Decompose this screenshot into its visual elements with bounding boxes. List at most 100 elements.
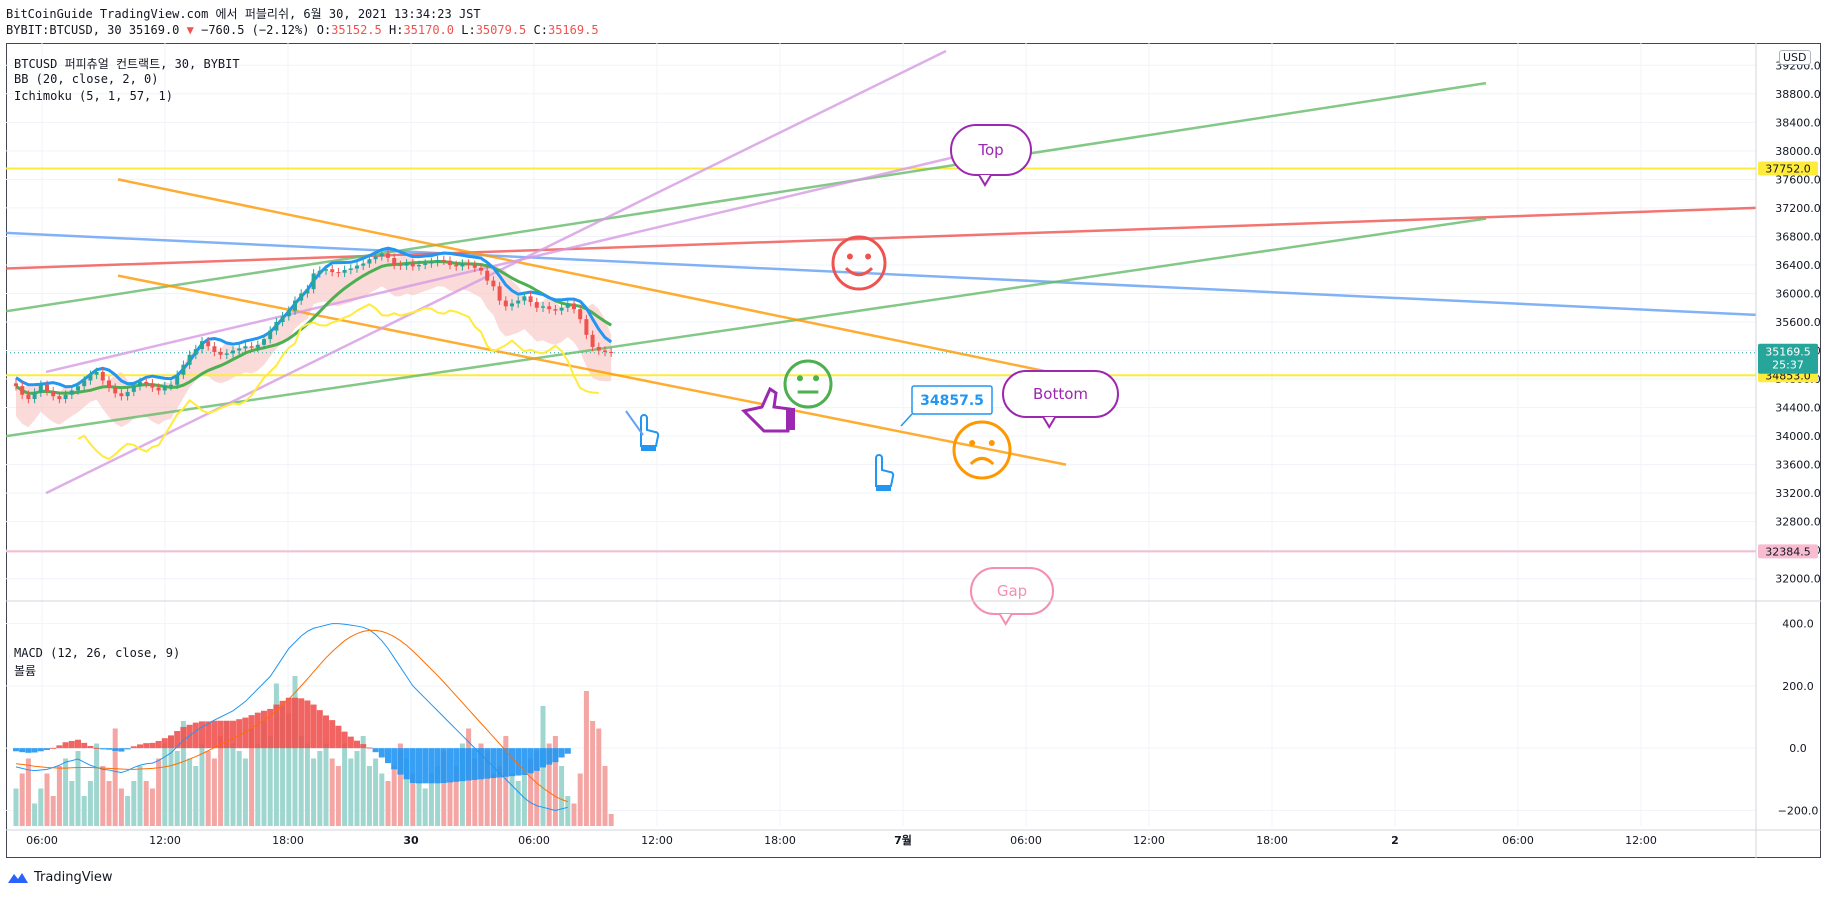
macd-histogram-bar	[447, 748, 453, 783]
candle-body	[181, 364, 186, 375]
time-tick-label: 06:00	[1010, 834, 1042, 847]
candle-body	[187, 354, 192, 365]
volume-bar	[583, 691, 589, 826]
volume-bar	[100, 766, 106, 826]
trend-line-red	[6, 206, 1757, 270]
volume-bar	[379, 773, 385, 826]
open-label: O:	[316, 23, 332, 37]
volume-bar	[13, 788, 19, 826]
last-price-text: 35169.5	[1765, 346, 1811, 359]
footer: TradingView	[6, 870, 113, 885]
candle-body	[460, 263, 465, 267]
macd-histogram-bar	[242, 717, 249, 749]
candle-body	[125, 391, 130, 397]
volume-bar	[404, 758, 410, 826]
annotations[interactable]: Top Bottom Gap 34857.5	[625, 124, 1119, 626]
volume-bar	[329, 758, 335, 826]
candle-body	[590, 334, 595, 347]
volume-bar	[137, 766, 143, 826]
candle-body	[224, 353, 229, 355]
candle-body	[485, 270, 490, 281]
change-value: −760.5 (−2.12%)	[201, 23, 310, 37]
gap-callout: Gap	[970, 567, 1054, 626]
legend-volume[interactable]: 볼륨	[14, 664, 37, 678]
macd-histogram-bar	[75, 739, 81, 749]
volume-bar	[94, 743, 100, 826]
chart-canvas[interactable]: Top Bottom Gap 34857.5 39200.038800.038400.…	[6, 43, 1821, 858]
legend-ichimoku[interactable]: Ichimoku (5, 1, 57, 1)	[14, 89, 173, 103]
trend-line-green	[6, 217, 1487, 438]
volume-bar	[199, 743, 205, 826]
volume-bar	[565, 796, 571, 826]
macd-histogram-bar	[279, 700, 286, 749]
upper-line-tag-text: 37752.0	[1765, 163, 1811, 176]
volume-bar	[32, 803, 38, 826]
macd-histogram-bar	[478, 748, 484, 780]
sad-face-icon-eye	[969, 440, 976, 446]
candle-body	[113, 387, 118, 394]
volume-bar	[168, 736, 174, 826]
candle-body	[609, 351, 614, 353]
macd-histogram-bar	[13, 748, 19, 752]
legend-bb[interactable]: BB (20, close, 2, 0)	[14, 72, 159, 86]
macd-histogram-bar	[341, 731, 348, 749]
candle-body	[243, 346, 248, 349]
trend-line-violet	[45, 146, 997, 374]
macd-tick-label: 400.0	[1782, 618, 1814, 631]
symbol-label: BYBIT:BTCUSD, 30	[6, 23, 122, 37]
legend-macd[interactable]: MACD (12, 26, close, 9)	[14, 646, 181, 660]
macd-histogram-bar	[484, 748, 491, 779]
signal-line	[15, 629, 568, 803]
high-value: 35170.0	[403, 23, 455, 37]
candle-body	[268, 330, 273, 340]
currency-badge[interactable]: USD	[1779, 50, 1811, 65]
candle-body	[429, 262, 434, 264]
legend-title[interactable]: BTCUSD 퍼피츄얼 컨트랙트, 30, BYBIT	[14, 57, 240, 71]
volume-bar	[143, 781, 149, 826]
candle-body	[82, 380, 87, 387]
candle-body	[491, 280, 496, 287]
volume-bar	[521, 773, 527, 826]
macd-histogram-bar	[459, 748, 466, 782]
last-value: 35169.0	[128, 23, 180, 37]
time-tick-label: 06:00	[1502, 834, 1534, 847]
volume-bar	[484, 751, 490, 826]
candle-body	[578, 309, 583, 320]
macd-histogram-bar	[248, 715, 255, 749]
gap-callout-tail	[998, 613, 1013, 626]
happy-face-icon-outline	[831, 235, 887, 291]
candle-body	[76, 386, 80, 391]
volume-bar	[211, 758, 217, 826]
candle-body	[565, 303, 570, 308]
macd-histogram-bar	[273, 704, 280, 749]
low-label: L:	[461, 23, 476, 37]
upper-line-tag	[1758, 161, 1818, 176]
candle-body	[348, 268, 353, 270]
volume-bar	[193, 766, 199, 826]
price-tick-label: 36400.0	[1775, 259, 1821, 272]
volume-bar	[286, 713, 292, 826]
hand-pointer-icon-shape	[875, 454, 895, 487]
ichimoku-lagging-span	[77, 303, 599, 461]
bottom-callout-tail	[1042, 416, 1057, 429]
volume-bar	[81, 796, 87, 826]
candle-body	[522, 296, 527, 301]
happy-face-icon-eye	[865, 253, 872, 260]
thumb-hand-icon	[741, 386, 795, 433]
macd-histogram-bar	[93, 747, 100, 749]
macd-histogram-bar	[223, 720, 230, 749]
candle-body	[255, 344, 260, 348]
price-tick-label: 38400.0	[1775, 116, 1821, 129]
trend-line-blue	[6, 231, 1757, 317]
volume-bar	[298, 736, 304, 826]
macd-histogram-bar	[471, 748, 478, 780]
candle-body	[150, 383, 155, 388]
candle-body	[398, 264, 403, 266]
time-tick-label: 06:00	[26, 834, 58, 847]
macd-histogram-bar	[236, 719, 243, 749]
hand-pointer-icon	[640, 414, 660, 451]
macd-histogram-bar	[199, 721, 205, 749]
candle-body	[454, 264, 459, 267]
candle-body	[14, 383, 18, 387]
neutral-face-icon-outline	[783, 359, 833, 409]
